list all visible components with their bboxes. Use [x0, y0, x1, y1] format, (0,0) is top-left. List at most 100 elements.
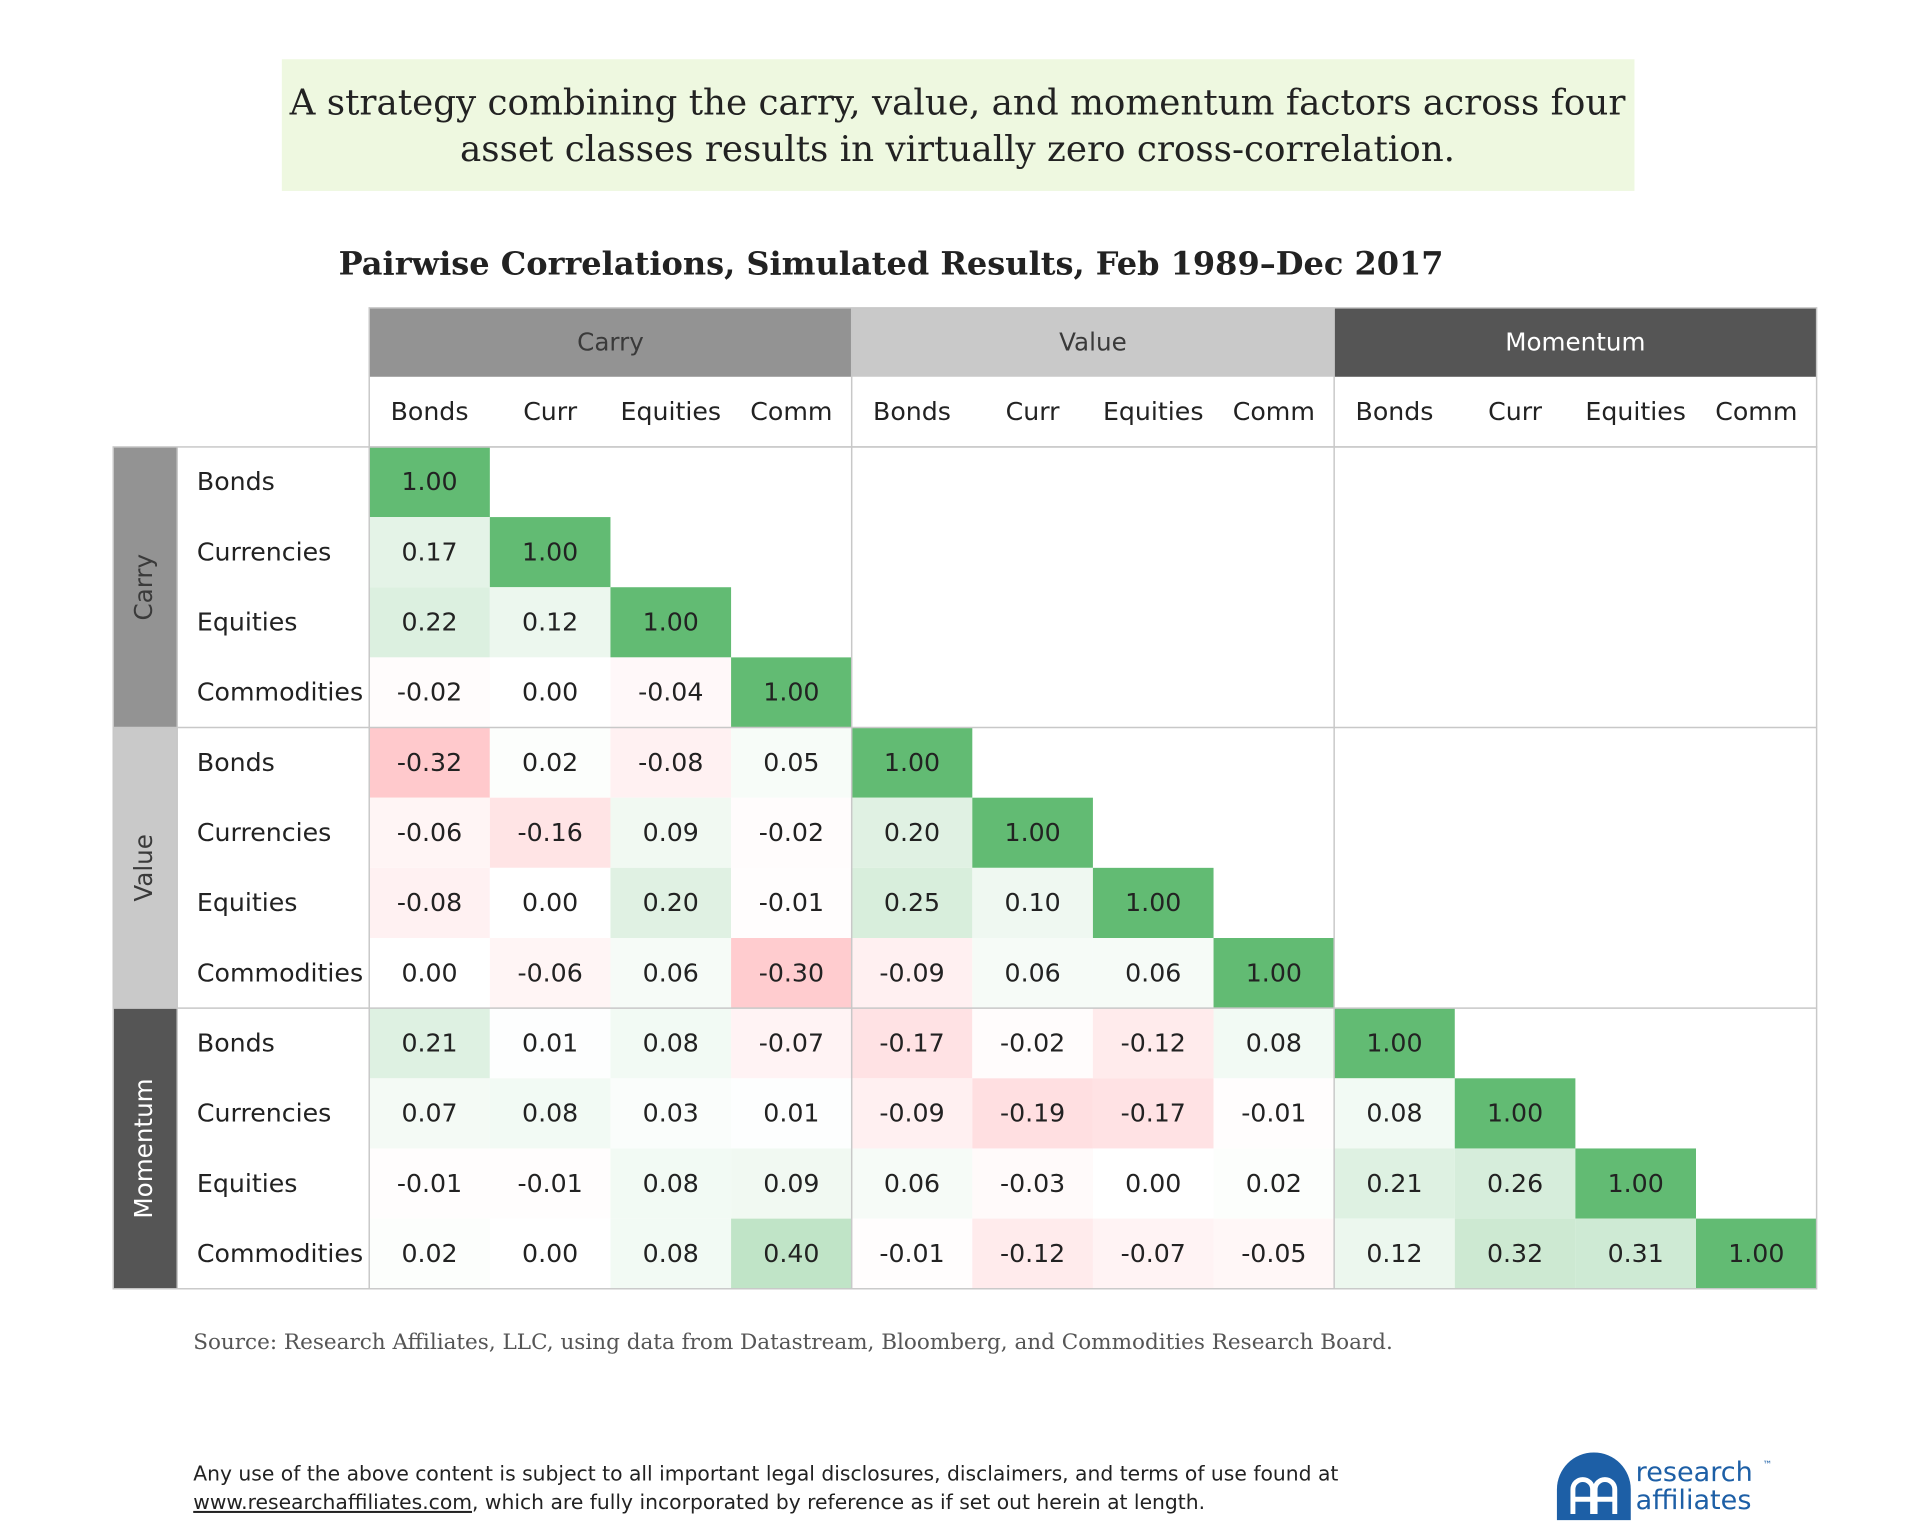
cell-label: 0.40: [763, 1239, 819, 1268]
cell-label: 0.06: [1005, 958, 1061, 987]
heatmap-cell: [1454, 1218, 1576, 1289]
disclaimer: www.researchaffiliates.com, which are fu…: [193, 1490, 1205, 1514]
cell-label: 0.31: [1608, 1239, 1664, 1268]
heatmap-cell: [1454, 1148, 1576, 1219]
heatmap-cell: [1575, 1218, 1696, 1289]
column-label: Bonds: [873, 397, 951, 426]
heatmap-cell: [1334, 1078, 1455, 1149]
cell-label: -0.19: [1000, 1099, 1065, 1128]
heatmap-cell: [1213, 1218, 1335, 1289]
heatmap-cell: [731, 657, 852, 728]
heatmap-cell: [369, 727, 490, 798]
cell-label: -0.03: [1000, 1169, 1065, 1198]
cell-label: 1.00: [1125, 888, 1181, 917]
cell-label: 1.00: [522, 537, 578, 566]
cell-label: 1.00: [1728, 1239, 1784, 1268]
cell-label: 0.06: [1125, 958, 1181, 987]
heatmap-cell: [972, 797, 1093, 868]
heatmap-cell: [369, 1008, 490, 1079]
cell-label: 0.26: [1487, 1169, 1543, 1198]
cell-label: -0.12: [1121, 1028, 1186, 1057]
heatmap-cell: [972, 867, 1093, 938]
cell-label: 0.09: [643, 818, 699, 847]
cell-label: 0.20: [884, 818, 940, 847]
row-label: Commodities: [197, 1239, 363, 1268]
heatmap-cell: [1575, 1148, 1696, 1219]
heatmap-cell: [1213, 1148, 1335, 1219]
heatmap-cell: [610, 657, 732, 728]
column-label: Curr: [523, 397, 578, 426]
heatmap-cell: [489, 657, 611, 728]
source: Source: Research Affiliates, LLC, using …: [193, 1330, 1393, 1355]
cell-label: 1.00: [763, 678, 819, 707]
cell-label: -0.06: [518, 958, 583, 987]
heatmap-cell: [489, 727, 611, 798]
column-label: Comm: [1715, 397, 1797, 426]
row-label: Commodities: [197, 958, 363, 987]
cell-label: -0.02: [759, 818, 824, 847]
heatmap-cell: [610, 1078, 732, 1149]
heatmap-cell: [369, 867, 490, 938]
row-label: Bonds: [197, 467, 275, 496]
cell-label: 0.06: [884, 1169, 940, 1198]
heatmap-cell: [369, 587, 490, 658]
cell-label: -0.09: [879, 1099, 944, 1128]
heatmap-cell: [972, 1218, 1093, 1289]
logo-text: research: [1636, 1457, 1753, 1488]
heatmap-cell: [1092, 938, 1214, 1009]
cell-label: -0.05: [1241, 1239, 1306, 1268]
cell-label: 1.00: [1005, 818, 1061, 847]
heatmap-cell: [1334, 1008, 1455, 1079]
cell-label: 0.08: [643, 1239, 699, 1268]
heatmap-cell: [1213, 1078, 1335, 1149]
heatmap-cell: [369, 797, 490, 868]
row-label: Currencies: [197, 537, 331, 566]
logo-text: affiliates: [1636, 1485, 1752, 1516]
column-label: Comm: [1233, 397, 1315, 426]
heatmap-cell: [1092, 867, 1214, 938]
heatmap-cell: [489, 1008, 611, 1079]
row-label: Commodities: [197, 678, 363, 707]
row-group-header: [113, 1008, 178, 1289]
row-label: Equities: [197, 1169, 297, 1198]
column-label: Equities: [1103, 397, 1203, 426]
heatmap-cell: [610, 1008, 732, 1079]
cell-label: -0.07: [759, 1028, 824, 1057]
cell-label: 0.20: [643, 888, 699, 917]
column-label: Curr: [1006, 397, 1061, 426]
cell-label: -0.16: [518, 818, 583, 847]
cell-label: 0.00: [522, 678, 578, 707]
heatmap-cell: [731, 797, 852, 868]
header-border: [368, 307, 1818, 448]
row-group-header: [113, 446, 178, 728]
cell-label: 0.01: [522, 1028, 578, 1057]
heatmap-cell: [489, 938, 611, 1009]
heatmap-cell: [489, 797, 611, 868]
cell-label: -0.01: [397, 1169, 462, 1198]
cell-label: 0.00: [401, 958, 457, 987]
cell-label: 0.02: [401, 1239, 457, 1268]
heatmap-cell: [1454, 1078, 1576, 1149]
heatmap-cell: [369, 1078, 490, 1149]
trademark: ™: [1762, 1460, 1772, 1471]
cell-label: 0.21: [1366, 1169, 1422, 1198]
link[interactable]: www.researchaffiliates.com: [193, 1490, 472, 1514]
cell-label: 0.08: [1366, 1099, 1422, 1128]
cell-label: 1.00: [643, 608, 699, 637]
logo-glyph: [1570, 1477, 1618, 1515]
cell-label: 0.03: [643, 1099, 699, 1128]
cell-label: 0.01: [763, 1099, 819, 1128]
heatmap-cell: [610, 867, 732, 938]
row-label: Currencies: [197, 1099, 331, 1128]
headline-box: [281, 59, 1635, 191]
row-group-label: Value: [129, 834, 158, 902]
cell-label: 0.10: [1005, 888, 1061, 917]
cell-label: -0.01: [759, 888, 824, 917]
column-group-header: [851, 307, 1335, 377]
row-label: Equities: [197, 888, 297, 917]
cell-label: 0.08: [643, 1028, 699, 1057]
heatmap-cell: [851, 1078, 973, 1149]
column-label: Equities: [1585, 397, 1685, 426]
cell-label: -0.08: [638, 748, 703, 777]
